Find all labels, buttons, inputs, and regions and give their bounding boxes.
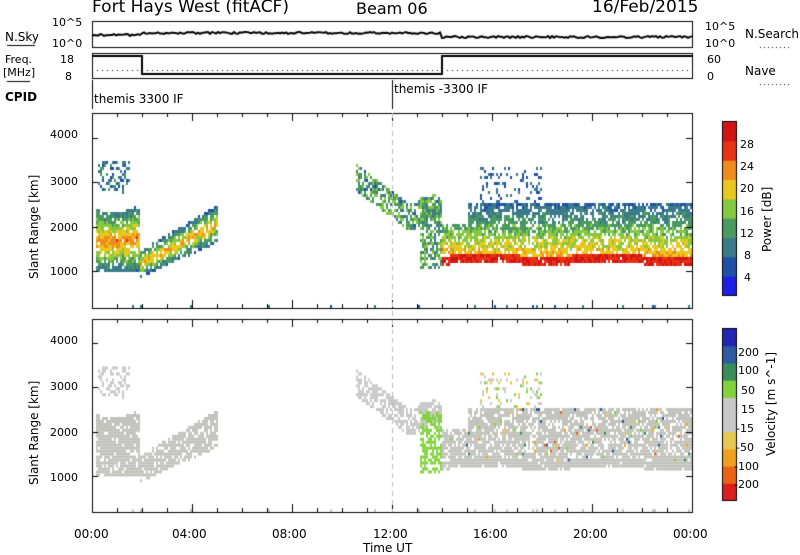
nsearch-tick-high: 10^5 bbox=[705, 20, 736, 33]
beam-label: Beam 06 bbox=[356, 0, 428, 18]
xtick-2400: 00:00 bbox=[673, 527, 708, 541]
velocity-cb-tick-50: 50 bbox=[741, 384, 755, 397]
xtick-0800: 08:00 bbox=[272, 527, 307, 541]
xlabel: Time UT bbox=[363, 541, 413, 555]
nsearch-tick-low: 10^0 bbox=[705, 37, 736, 50]
xtick-2000: 20:00 bbox=[573, 527, 608, 541]
power-ytick-3000: 3000 bbox=[50, 175, 78, 188]
nave-label: Nave bbox=[745, 64, 776, 78]
nave-tick-high: 60 bbox=[707, 53, 721, 66]
power-cb-tick-12: 12 bbox=[740, 227, 754, 240]
power-cb-tick-24: 24 bbox=[740, 160, 754, 173]
nsearch-label: N.Search bbox=[745, 27, 800, 41]
freq-tick-low: 8 bbox=[65, 70, 72, 83]
velocity-cb-tick-m100: -100 bbox=[734, 460, 759, 473]
power-ytick-2000: 2000 bbox=[50, 221, 78, 234]
nsky-tick-low: 10^0 bbox=[52, 37, 83, 50]
velocity-cb-tick-100: 100 bbox=[738, 364, 759, 377]
xtick-0000: 00:00 bbox=[74, 527, 109, 541]
velocity-cb-tick-200: 200 bbox=[738, 346, 759, 359]
velocity-ytick-4000: 4000 bbox=[50, 334, 78, 347]
freq-label: Freq. bbox=[5, 53, 33, 66]
station-title: Fort Hays West (fitACF) bbox=[92, 0, 289, 17]
power-cb-tick-20: 20 bbox=[740, 182, 754, 195]
power-ytick-4000: 4000 bbox=[50, 128, 78, 141]
xtick-1600: 16:00 bbox=[473, 527, 508, 541]
velocity-cb-tick-15: 15 bbox=[741, 403, 755, 416]
xtick-0400: 04:00 bbox=[172, 527, 207, 541]
freq-unit-label: [MHz] bbox=[3, 66, 36, 79]
cpid-label: CPID bbox=[5, 90, 38, 104]
power-cb-label: Power [dB] bbox=[760, 186, 774, 252]
velocity-ytick-1000: 1000 bbox=[50, 471, 78, 484]
nsky-tick-high: 10^5 bbox=[52, 16, 83, 29]
velocity-ytick-3000: 3000 bbox=[50, 380, 78, 393]
power-cb-tick-4: 4 bbox=[744, 271, 751, 284]
power-cb-tick-16: 16 bbox=[740, 205, 754, 218]
velocity-ylabel: Slant Range [km] bbox=[27, 380, 41, 485]
nave-tick-low: 0 bbox=[707, 70, 714, 83]
date-label: 16/Feb/2015 bbox=[592, 0, 699, 17]
power-ytick-1000: 1000 bbox=[50, 265, 78, 278]
cpid-segment-1: themis 3300 IF bbox=[94, 92, 184, 106]
xtick-1200: 12:00 bbox=[373, 527, 408, 541]
velocity-cb-label: Velocity [m s^-1] bbox=[764, 351, 778, 456]
velocity-cb-tick-m50: -50 bbox=[736, 441, 754, 454]
freq-tick-high: 18 bbox=[60, 53, 74, 66]
power-cb-tick-8: 8 bbox=[744, 249, 751, 262]
power-ylabel: Slant Range [km] bbox=[27, 174, 41, 279]
velocity-cb-tick-m200: -200 bbox=[734, 478, 759, 491]
cpid-segment-2: themis -3300 IF bbox=[394, 82, 488, 96]
velocity-cb-tick-m15: -15 bbox=[736, 422, 754, 435]
power-cb-tick-28: 28 bbox=[740, 138, 754, 151]
nsky-label: N.Sky bbox=[5, 30, 40, 44]
velocity-ytick-2000: 2000 bbox=[50, 426, 78, 439]
